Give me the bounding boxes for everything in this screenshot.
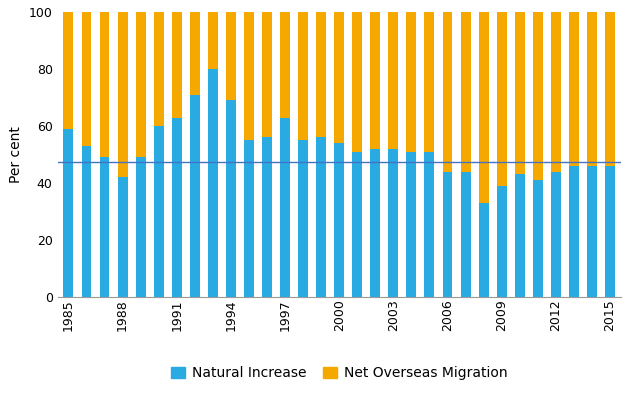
- Bar: [226, 12, 236, 101]
- Bar: [424, 152, 435, 297]
- Bar: [587, 12, 597, 166]
- Bar: [532, 12, 543, 180]
- Bar: [298, 140, 308, 297]
- Bar: [479, 203, 488, 297]
- Bar: [244, 140, 254, 297]
- Bar: [352, 12, 362, 152]
- Bar: [226, 101, 236, 297]
- Bar: [280, 12, 290, 117]
- Bar: [532, 180, 543, 297]
- Bar: [262, 12, 272, 138]
- Bar: [172, 12, 182, 117]
- Bar: [190, 12, 200, 95]
- Bar: [371, 149, 380, 297]
- Bar: [244, 12, 254, 140]
- Bar: [569, 166, 579, 297]
- Bar: [154, 12, 164, 126]
- Bar: [515, 174, 525, 297]
- Legend: Natural Increase, Net Overseas Migration: Natural Increase, Net Overseas Migration: [171, 366, 508, 380]
- Bar: [497, 12, 507, 186]
- Bar: [334, 12, 344, 143]
- Bar: [208, 69, 218, 297]
- Bar: [280, 117, 290, 297]
- Bar: [424, 12, 435, 152]
- Bar: [262, 138, 272, 297]
- Bar: [118, 12, 127, 177]
- Bar: [551, 171, 561, 297]
- Bar: [497, 186, 507, 297]
- Bar: [461, 171, 470, 297]
- Bar: [100, 12, 109, 157]
- Bar: [388, 149, 398, 297]
- Bar: [63, 129, 74, 297]
- Bar: [316, 138, 326, 297]
- Bar: [515, 12, 525, 174]
- Bar: [605, 12, 615, 166]
- Bar: [569, 12, 579, 166]
- Bar: [136, 157, 145, 297]
- Bar: [371, 12, 380, 149]
- Bar: [551, 12, 561, 171]
- Bar: [605, 166, 615, 297]
- Bar: [406, 152, 417, 297]
- Bar: [136, 12, 145, 157]
- Bar: [81, 12, 92, 146]
- Bar: [154, 126, 164, 297]
- Bar: [442, 12, 452, 171]
- Bar: [479, 12, 488, 203]
- Bar: [334, 143, 344, 297]
- Bar: [81, 146, 92, 297]
- Bar: [190, 95, 200, 297]
- Bar: [461, 12, 470, 171]
- Bar: [442, 171, 452, 297]
- Bar: [208, 12, 218, 69]
- Bar: [406, 12, 417, 152]
- Y-axis label: Per cent: Per cent: [10, 126, 23, 183]
- Bar: [172, 117, 182, 297]
- Bar: [298, 12, 308, 140]
- Bar: [316, 12, 326, 138]
- Bar: [63, 12, 74, 129]
- Bar: [100, 157, 109, 297]
- Bar: [118, 177, 127, 297]
- Bar: [352, 152, 362, 297]
- Bar: [587, 166, 597, 297]
- Bar: [388, 12, 398, 149]
